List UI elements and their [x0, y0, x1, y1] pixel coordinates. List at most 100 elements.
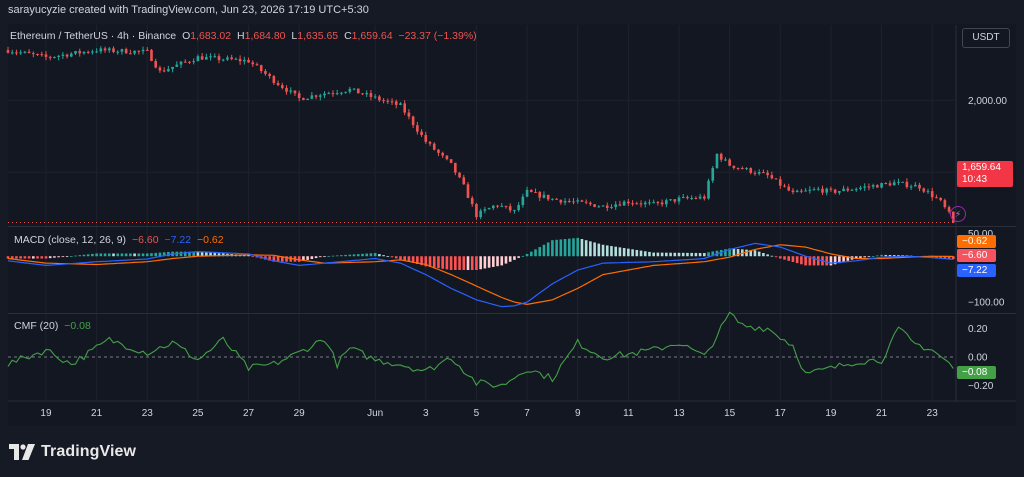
macd-histogram-bar	[454, 256, 457, 270]
candle-body	[361, 93, 364, 95]
macd-histogram-bar	[272, 256, 276, 262]
candle-body	[766, 172, 769, 176]
candle-body	[622, 201, 626, 206]
macd-histogram-bar	[141, 253, 145, 257]
candle-body	[736, 167, 740, 169]
candle-body	[243, 59, 246, 62]
candle-body	[200, 56, 204, 60]
candle-body	[466, 184, 470, 199]
macd-histogram-bar	[770, 255, 774, 257]
macd-histogram-bar	[808, 256, 812, 266]
candle-body	[846, 188, 850, 191]
candle-body	[230, 57, 233, 60]
candle-body	[580, 200, 584, 202]
candle-body	[833, 189, 837, 193]
candle-body	[605, 205, 609, 208]
last-price-tag: 1,659.64 10:43	[957, 161, 1013, 187]
macd-histogram-bar	[597, 243, 601, 257]
cmf-tag: −0.08	[957, 366, 996, 379]
macd-histogram-bar	[766, 254, 769, 257]
macd-histogram-bar	[475, 256, 478, 270]
macd-histogram-bar	[302, 256, 305, 261]
candle-body	[681, 196, 685, 198]
candle-body	[331, 93, 335, 95]
macd-histogram-bar	[935, 256, 938, 258]
macd-histogram-bar	[40, 256, 44, 259]
cmf-value: −0.08	[64, 320, 91, 332]
macd-histogram-bar	[179, 251, 183, 257]
candle-body	[551, 198, 554, 200]
candle-body	[441, 152, 444, 156]
macd-histogram-bar	[247, 255, 250, 257]
macd-histogram-bar	[576, 237, 580, 257]
cmf-title: CMF (20)	[14, 320, 59, 332]
candle-body	[175, 64, 179, 67]
macd-histogram-bar	[559, 239, 563, 257]
cmf-axis-label: 0.20	[968, 324, 988, 335]
time-axis-label: 19	[825, 408, 837, 419]
candle-body	[259, 65, 263, 72]
plot-area[interactable]	[8, 24, 1016, 426]
macd-histogram-bar	[888, 255, 892, 257]
macd-histogram-bar	[382, 255, 385, 257]
macd-histogram-bar	[892, 255, 896, 257]
macd-histogram-bar	[707, 252, 710, 257]
macd-histogram-bar	[521, 255, 525, 257]
candle-body	[327, 93, 331, 95]
time-axis-label: 5	[474, 408, 480, 419]
macd-histogram-bar	[745, 249, 748, 257]
macd-histogram-bar	[605, 245, 609, 257]
candle-body	[909, 186, 913, 188]
candle-body	[437, 149, 440, 153]
macd-histogram-bar	[407, 256, 411, 262]
macd-histogram-bar	[563, 239, 567, 257]
macd-title: MACD (close, 12, 26, 9)	[14, 234, 127, 246]
close-value: 1,659.64	[351, 30, 393, 42]
brand-name: TradingView	[41, 443, 137, 460]
candle-body	[686, 196, 689, 199]
candle-body	[783, 185, 786, 187]
candle-body	[770, 175, 774, 179]
macd-histogram-bar	[19, 256, 22, 259]
candle-body	[120, 49, 124, 52]
time-axis-label: 19	[40, 408, 52, 419]
macd-histogram-bar	[462, 256, 466, 270]
candle-body	[103, 48, 107, 51]
macd-histogram-bar	[529, 251, 533, 257]
candle-body	[171, 66, 174, 70]
macd-histogram-bar	[677, 252, 681, 257]
candle-body	[930, 191, 934, 198]
macd-histogram-bar	[897, 255, 900, 257]
macd-histogram-bar	[762, 253, 765, 257]
candle-body	[344, 91, 347, 93]
candle-body	[428, 141, 432, 144]
candle-body	[876, 185, 879, 188]
macd-histogram-bar	[348, 254, 352, 257]
macd-histogram-bar	[314, 256, 318, 259]
macd-histogram-bar	[23, 256, 27, 259]
candle-body	[778, 179, 782, 186]
macd-histogram-bar	[816, 256, 820, 266]
macd-histogram-bar	[268, 256, 271, 261]
currency-button[interactable]: USDT	[962, 28, 1010, 48]
macd-histogram-bar	[99, 253, 103, 257]
candle-body	[555, 198, 558, 200]
macd-histogram-bar	[192, 251, 195, 257]
macd-histogram-bar	[441, 256, 444, 269]
alert-bolt-icon[interactable]: ⚡	[950, 206, 966, 222]
macd-histogram-bar	[652, 252, 655, 257]
macd-legend[interactable]: MACD (close, 12, 26, 9) −6.60 −7.22 −0.6…	[14, 234, 227, 246]
macd-histogram-bar	[297, 256, 301, 262]
candle-body	[631, 203, 634, 205]
macd-histogram-bar	[188, 251, 191, 257]
symbol-legend[interactable]: Ethereum / TetherUS · 4h · Binance O1,68…	[10, 30, 480, 42]
candle-body	[800, 190, 803, 192]
brand-logo[interactable]: TradingView	[9, 441, 136, 463]
cmf-legend[interactable]: CMF (20) −0.08	[14, 320, 94, 332]
candle-body	[179, 61, 183, 65]
candle-body	[264, 71, 267, 74]
macd-histogram-bar	[943, 256, 947, 259]
macd-histogram-bar	[863, 256, 866, 258]
macd-histogram-bar	[643, 251, 647, 257]
